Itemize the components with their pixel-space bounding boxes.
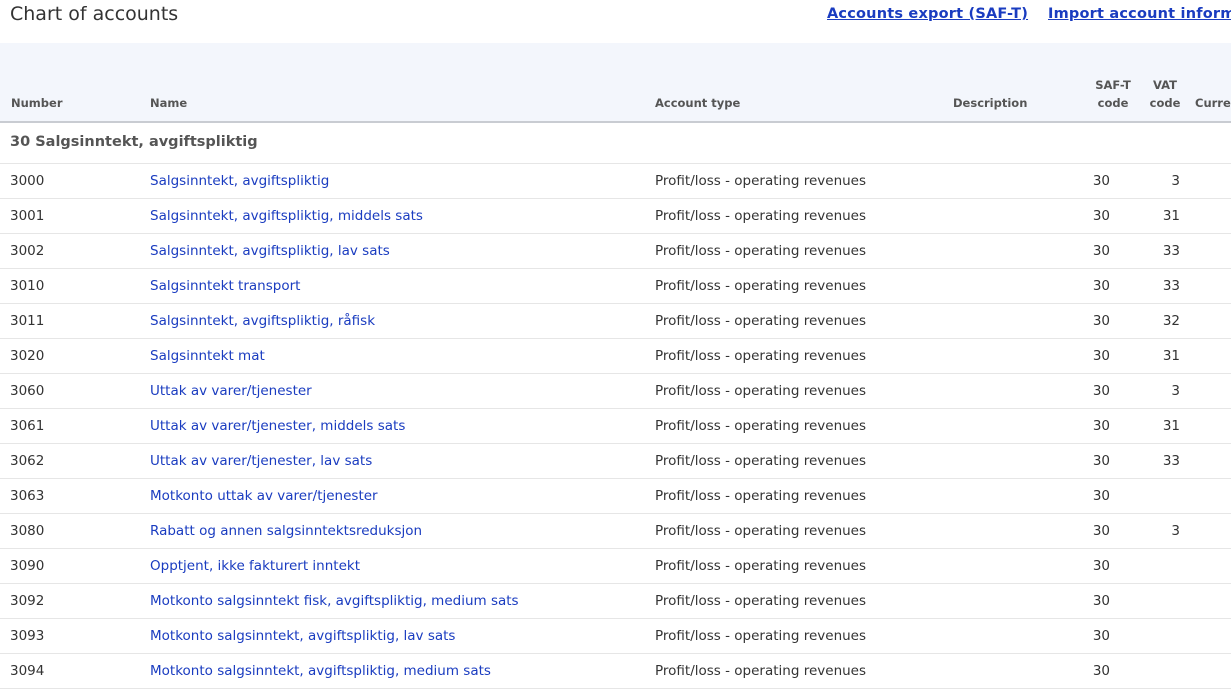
saft-code: 30	[1092, 488, 1110, 504]
table-row: 3002 Salgsinntekt, avgiftspliktig, lav sa…	[0, 234, 1231, 269]
account-type: Profit/loss - operating revenues	[655, 278, 867, 294]
column-header: VAT code	[1149, 78, 1181, 110]
account-name[interactable]: Opptjent, ikke fakturert inntekt	[150, 558, 361, 574]
account-type: Profit/loss - operating revenues	[655, 453, 867, 469]
account-type: Profit/loss - operating revenues	[655, 208, 867, 224]
saft-code: 30	[1092, 278, 1110, 294]
account-type: Profit/loss - operating revenues	[655, 418, 867, 434]
account-number: 3020	[10, 348, 45, 364]
account-type: Profit/loss - operating revenues	[655, 313, 867, 329]
column-header: Curre	[1195, 96, 1231, 110]
account-name[interactable]: Salgsinntekt, avgiftspliktig, middels sa…	[150, 208, 423, 224]
vat-code: 3	[1171, 383, 1180, 399]
saft-code: 30	[1092, 173, 1110, 189]
column-header: Name	[150, 96, 188, 110]
account-type: Profit/loss - operating revenues	[655, 348, 867, 364]
import-link[interactable]: Import account informa	[1048, 6, 1231, 22]
table-row: 3094 Motkonto salgsinntekt, avgiftsplikti…	[0, 654, 1231, 689]
account-number: 3001	[10, 208, 45, 224]
table-row: 3063 Motkonto uttak av varer/tjenester Pro…	[0, 479, 1231, 514]
account-type: Profit/loss - operating revenues	[655, 243, 867, 259]
vat-code: 3	[1171, 173, 1180, 189]
table-row: 3062 Uttak av varer/tjenester, lav sats Pr…	[0, 444, 1231, 479]
saft-code: 30	[1092, 383, 1110, 399]
account-number: 3093	[10, 628, 45, 644]
account-name[interactable]: Uttak av varer/tjenester	[150, 383, 312, 399]
column-header: Account type	[655, 96, 741, 110]
table-row: 3060 Uttak av varer/tjenester Profit/loss …	[0, 374, 1231, 409]
vat-code: 33	[1162, 278, 1180, 294]
table-row: 3090 Opptjent, ikke fakturert inntekt Prof…	[0, 549, 1231, 584]
account-name[interactable]: Motkonto uttak av varer/tjenester	[150, 488, 378, 504]
account-type: Profit/loss - operating revenues	[655, 173, 867, 189]
export-link[interactable]: Accounts export (SAF-T)	[827, 6, 1029, 22]
saft-code: 30	[1092, 558, 1110, 574]
account-type: Profit/loss - operating revenues	[655, 383, 867, 399]
account-number: 3060	[10, 383, 45, 399]
account-number: 3062	[10, 453, 45, 469]
saft-code: 30	[1092, 453, 1110, 469]
vat-code: 31	[1162, 418, 1180, 434]
vat-code: 3	[1171, 523, 1180, 539]
column-header: Description	[953, 96, 1028, 110]
account-name[interactable]: Uttak av varer/tjenester, middels sats	[150, 418, 406, 434]
account-number: 3063	[10, 488, 45, 504]
account-number: 3080	[10, 523, 45, 539]
account-number: 3011	[10, 313, 45, 329]
account-name[interactable]: Salgsinntekt, avgiftspliktig, lav sats	[150, 243, 390, 259]
saft-code: 30	[1092, 418, 1110, 434]
vat-code: 31	[1162, 348, 1180, 364]
account-number: 3010	[10, 278, 45, 294]
table-row: 3001 Salgsinntekt, avgiftspliktig, middel…	[0, 199, 1231, 234]
table-row: 3010 Salgsinntekt transport Profit/loss - …	[0, 269, 1231, 304]
account-name[interactable]: Salgsinntekt transport	[150, 278, 301, 294]
table-row: 3093 Motkonto salgsinntekt, avgiftsplikti…	[0, 619, 1231, 654]
account-name[interactable]: Salgsinntekt mat	[150, 348, 265, 364]
group-label: 30 Salgsinntekt, avgiftspliktig	[10, 134, 258, 150]
account-number: 3094	[10, 663, 45, 679]
account-name[interactable]: Uttak av varer/tjenester, lav sats	[150, 453, 373, 469]
table-row: 3061 Uttak av varer/tjenester, middels sa…	[0, 409, 1231, 444]
vat-code: 33	[1162, 243, 1180, 259]
account-number: 3000	[10, 173, 45, 189]
account-type: Profit/loss - operating revenues	[655, 558, 867, 574]
saft-code: 30	[1092, 243, 1110, 259]
account-number: 3092	[10, 593, 45, 609]
account-name[interactable]: Rabatt og annen salgsinntektsreduksjon	[150, 523, 423, 539]
account-number: 3002	[10, 243, 45, 259]
account-name[interactable]: Salgsinntekt, avgiftspliktig	[150, 173, 330, 189]
saft-code: 30	[1092, 593, 1110, 609]
account-type: Profit/loss - operating revenues	[655, 663, 867, 679]
account-type: Profit/loss - operating revenues	[655, 628, 867, 644]
saft-code: 30	[1092, 313, 1110, 329]
column-header: Number	[11, 96, 63, 110]
account-type: Profit/loss - operating revenues	[655, 488, 867, 504]
saft-code: 30	[1092, 663, 1110, 679]
account-type: Profit/loss - operating revenues	[655, 523, 867, 539]
saft-code: 30	[1092, 208, 1110, 224]
vat-code: 31	[1162, 208, 1180, 224]
table-row: 3011 Salgsinntekt, avgiftspliktig, råfisk…	[0, 304, 1231, 339]
page-title: Chart of accounts	[10, 3, 179, 25]
vat-code: 32	[1162, 313, 1180, 329]
account-type: Profit/loss - operating revenues	[655, 593, 867, 609]
account-number: 3061	[10, 418, 45, 434]
table-header: Number Name Account type Description SAF…	[0, 43, 1231, 123]
saft-code: 30	[1092, 348, 1110, 364]
account-name[interactable]: Motkonto salgsinntekt fisk, avgiftsplikt…	[150, 593, 519, 609]
account-name[interactable]: Motkonto salgsinntekt, avgiftspliktig, m…	[150, 663, 491, 679]
table-row: 3020 Salgsinntekt mat Profit/loss - operat…	[0, 339, 1231, 374]
table-row: 3092 Motkonto salgsinntekt fisk, avgiftsp…	[0, 584, 1231, 619]
group-row: 30 Salgsinntekt, avgiftspliktig	[0, 123, 1231, 164]
account-name[interactable]: Salgsinntekt, avgiftspliktig, råfisk	[150, 313, 376, 329]
table-row: 3080 Rabatt og annen salgsinntektsreduksj…	[0, 514, 1231, 549]
saft-code: 30	[1092, 628, 1110, 644]
account-name[interactable]: Motkonto salgsinntekt, avgiftspliktig, l…	[150, 628, 456, 644]
column-header: SAF-T code	[1095, 78, 1131, 110]
saft-code: 30	[1092, 523, 1110, 539]
vat-code: 33	[1162, 453, 1180, 469]
table-row: 3000 Salgsinntekt, avgiftspliktig Profit/l…	[0, 164, 1231, 199]
account-number: 3090	[10, 558, 45, 574]
